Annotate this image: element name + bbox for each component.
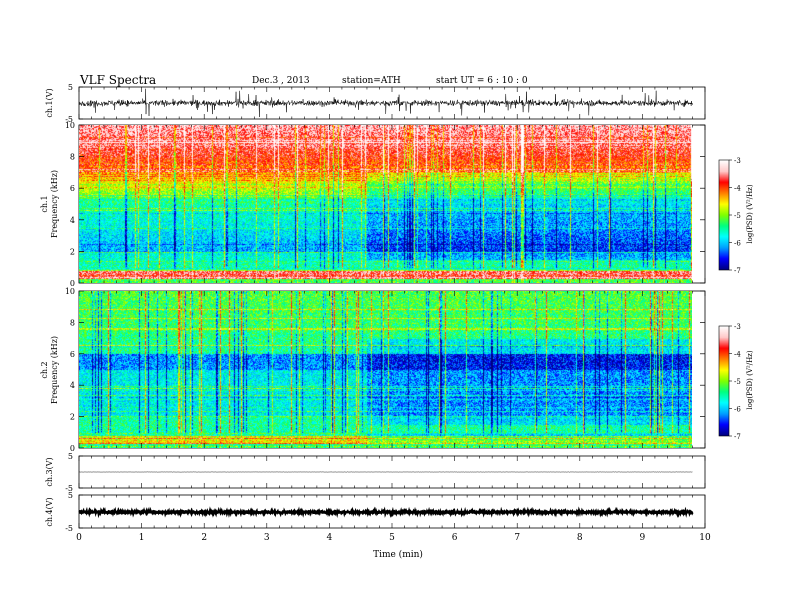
ch1-spectrogram-ylabel: Frequency (kHz) [50, 170, 59, 238]
y-tick-label: 2 [70, 413, 75, 422]
ch1-colorbar [719, 160, 729, 270]
y-tick-label: 8 [70, 318, 75, 327]
y-tick-label: -5 [65, 115, 73, 124]
chart-marks: 0246810-3-4-5-6-70246810-3-4-5-6-75-55-5… [65, 83, 742, 543]
ch4-waveform-ylabel: ch.4(V) [45, 497, 54, 526]
ch1-waveform-ylabel: ch.1(V) [45, 88, 54, 117]
ch2-spectrogram-channel-label: ch.2 [40, 361, 49, 378]
x-tick-label: 5 [389, 533, 395, 543]
start-ut-label: start UT = 6 : 10 : 0 [436, 76, 528, 86]
y-tick-label: 4 [70, 216, 75, 225]
x-tick-label: 9 [640, 533, 646, 543]
ch1-waveform-trace [78, 88, 693, 118]
colorbar-tick-label: -5 [734, 378, 741, 386]
station-label: station=ATH [342, 76, 401, 86]
x-tick-label: 4 [327, 533, 333, 543]
y-tick-label: 4 [70, 381, 75, 390]
y-tick-label: 0 [70, 279, 75, 288]
figure-title: VLF Spectra [79, 73, 156, 87]
ch2-spectrogram-ylabel: Frequency (kHz) [50, 336, 59, 404]
x-tick-label: 2 [201, 533, 207, 543]
y-tick-label: 10 [65, 287, 75, 296]
y-tick-label: 10 [65, 121, 75, 130]
y-tick-label: 6 [70, 350, 75, 359]
y-tick-label: 5 [68, 491, 73, 500]
y-tick-label: 5 [68, 83, 73, 92]
x-tick-label: 8 [577, 533, 583, 543]
colorbar-tick-label: -3 [734, 157, 741, 165]
x-tick-label: 3 [264, 533, 270, 543]
x-tick-label: 7 [514, 533, 520, 543]
ch2-colorbar [719, 326, 729, 436]
y-tick-label: 2 [70, 247, 75, 256]
colorbar-tick-label: -4 [734, 351, 741, 359]
x-axis-label: Time (min) [373, 549, 423, 560]
x-tick-label: 6 [452, 533, 458, 543]
x-tick-label: 1 [139, 533, 145, 543]
colorbar-tick-label: -5 [734, 212, 741, 220]
x-tick-label: 0 [76, 533, 82, 543]
y-tick-label: -5 [65, 484, 73, 493]
y-tick-label: 6 [70, 184, 75, 193]
colorbar-tick-label: -7 [734, 433, 741, 441]
ch1-colorbar-label: log(PSD) (V²/Hz) [746, 184, 754, 243]
ch1-spectrogram-image [79, 125, 692, 283]
y-tick-label: 0 [70, 444, 75, 453]
colorbar-tick-label: -4 [734, 185, 741, 193]
colorbar-tick-label: -3 [734, 323, 741, 331]
colorbar-tick-label: -6 [734, 406, 741, 414]
ch4-waveform-trace [78, 506, 694, 519]
y-tick-label: 8 [70, 153, 75, 162]
colorbar-tick-label: -6 [734, 240, 741, 248]
ch3-waveform-ylabel: ch.3(V) [45, 457, 54, 486]
ch1-spectrogram-channel-label: ch.1 [40, 195, 49, 212]
date-label: Dec.3 , 2013 [252, 76, 310, 86]
y-tick-label: 5 [68, 452, 73, 461]
y-tick-label: -5 [65, 524, 73, 533]
x-tick-label: 10 [699, 533, 711, 543]
colorbar-tick-label: -7 [734, 267, 741, 275]
ch2-spectrogram-image [79, 291, 692, 448]
ch2-colorbar-label: log(PSD) (V²/Hz) [746, 350, 754, 409]
